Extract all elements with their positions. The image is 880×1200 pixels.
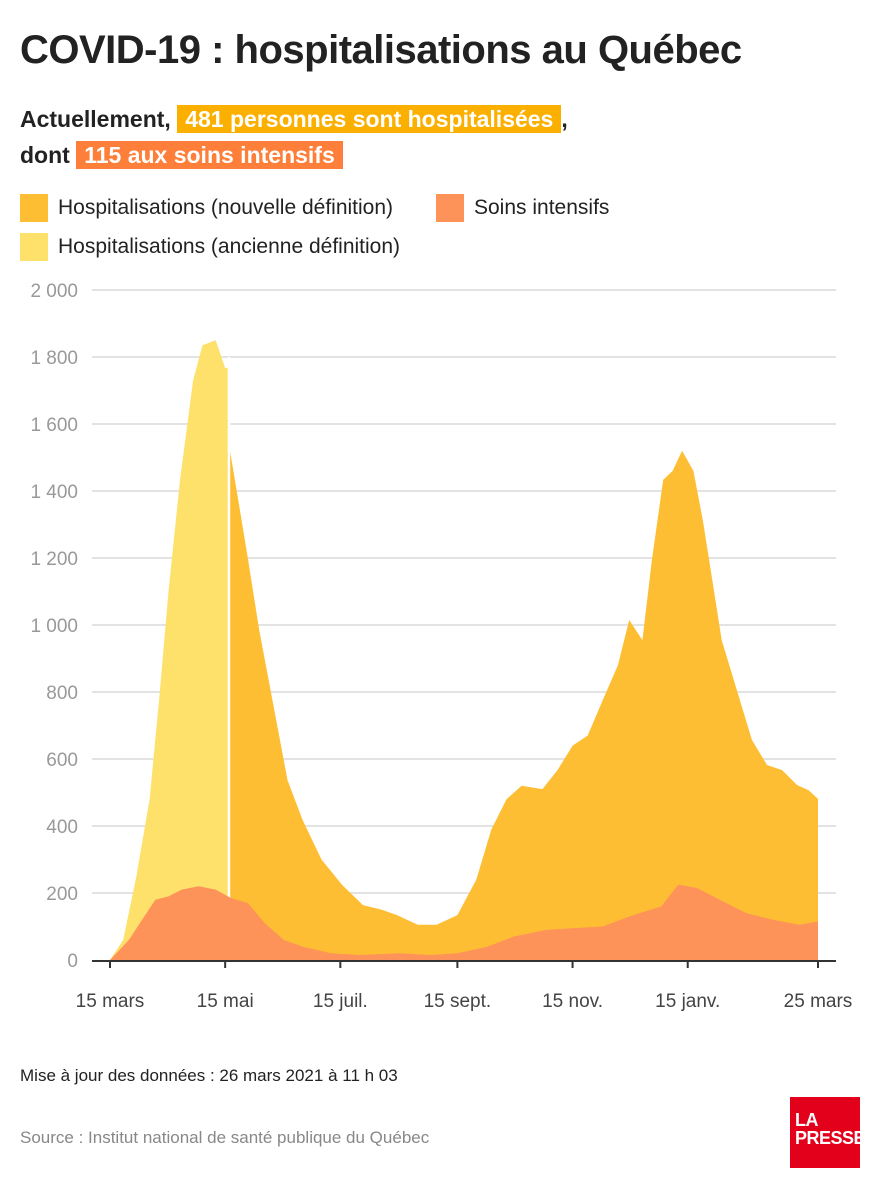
update-timestamp: Mise à jour des données : 26 mars 2021 à…	[20, 1066, 398, 1085]
la-presse-logo: LA PRESSE	[790, 1097, 866, 1168]
x-tick-label: 15 janv.	[655, 991, 720, 1012]
y-tick-label: 600	[46, 750, 78, 771]
y-tick-label: 0	[67, 951, 78, 972]
area-icu	[110, 884, 818, 960]
summary-suffix: ,	[561, 106, 568, 132]
summary-line-2: dont 115 aux soins intensifs	[20, 141, 343, 169]
x-tick-label: 15 mars	[76, 991, 145, 1012]
legend-swatch-icon	[436, 194, 464, 222]
page-title: COVID-19 : hospitalisations au Québec	[20, 28, 742, 72]
y-tick-label: 1 400	[30, 482, 78, 503]
y-tick-label: 1 000	[30, 616, 78, 637]
legend-item-old-def: Hospitalisations (ancienne définition)	[20, 233, 400, 261]
x-tick-label: 15 mai	[197, 991, 254, 1012]
area-old_def	[110, 340, 229, 960]
hospitalisations-chart: 0 200 400 600 800 1 000 1 200 1 400 1 600 1 800 2 …	[30, 281, 853, 1012]
summary-line-1: Actuellement, 481 personnes sont hospita…	[20, 105, 568, 133]
legend-label: Soins intensifs	[474, 196, 610, 219]
summary-prefix: Actuellement,	[20, 106, 178, 132]
icu-badge: 115 aux soins intensifs	[76, 141, 343, 169]
y-tick-label: 800	[46, 683, 78, 704]
legend-swatch-icon	[20, 233, 48, 261]
y-tick-label: 1 800	[30, 348, 78, 369]
legend-label: Hospitalisations (nouvelle définition)	[58, 196, 394, 219]
hospitalized-badge: 481 personnes sont hospitalisées	[177, 105, 562, 133]
legend-item-icu: Soins intensifs	[436, 194, 609, 222]
legend-label: Hospitalisations (ancienne définition)	[58, 235, 401, 258]
y-tick-label: 1 200	[30, 549, 78, 570]
summary-prefix-2: dont	[20, 142, 77, 168]
y-tick-label: 400	[46, 817, 78, 838]
x-tick-label: 15 sept.	[424, 991, 492, 1012]
area-new_def	[228, 444, 818, 961]
x-tick-label: 15 juil.	[313, 991, 368, 1012]
legend-swatch-icon	[20, 194, 48, 222]
x-tick-label: 15 nov.	[542, 991, 603, 1012]
y-tick-label: 2 000	[30, 281, 78, 302]
source-note: Source : Institut national de santé publ…	[20, 1128, 430, 1147]
y-tick-label: 1 600	[30, 415, 78, 436]
y-tick-label: 200	[46, 884, 78, 905]
legend-item-new-def: Hospitalisations (nouvelle définition)	[20, 194, 393, 222]
x-tick-label: 25 mars	[784, 991, 853, 1012]
